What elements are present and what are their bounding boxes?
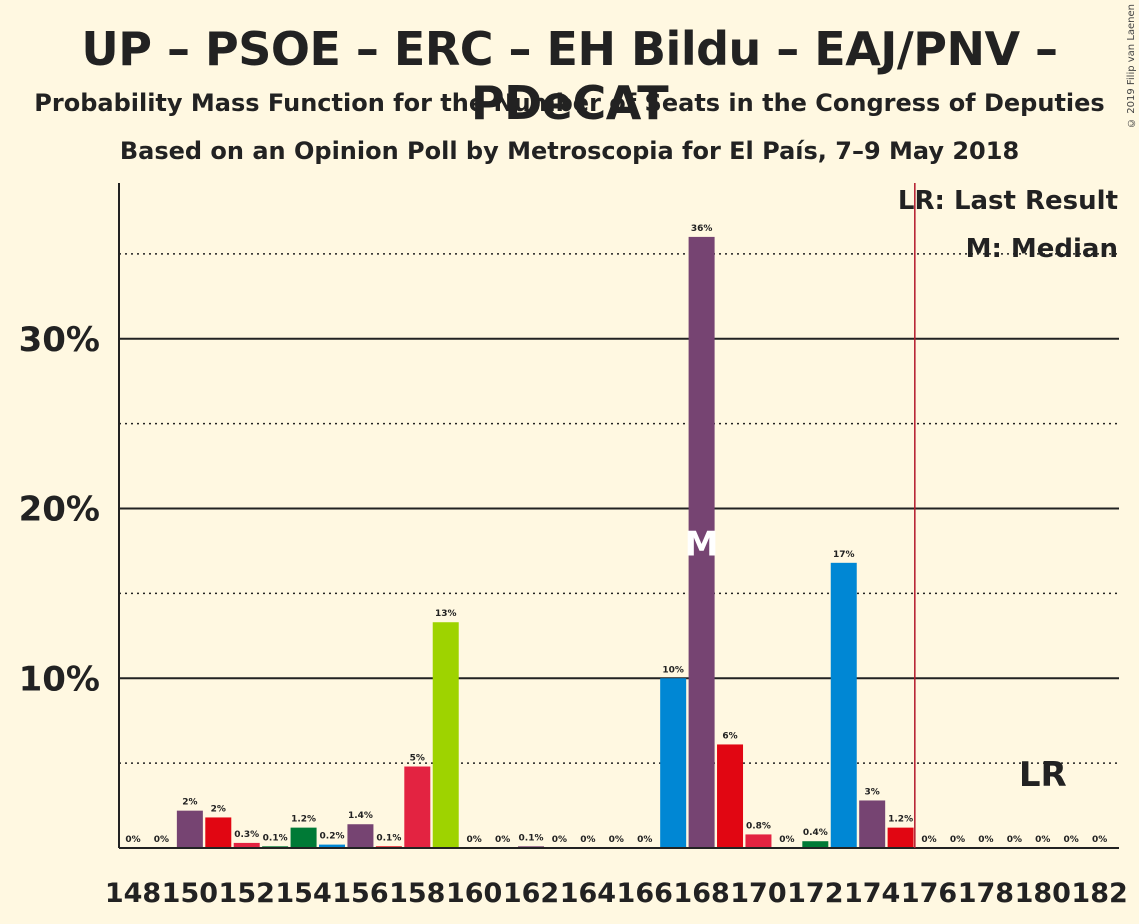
bar-value-label: 2%: [211, 804, 226, 814]
x-tick-label: 164: [560, 878, 616, 909]
bar-series: 0% 0%2%2%0.3% 0.1%1.2%0.2%1.4%0.1%5%13%0% 0…: [125, 224, 1107, 848]
bar-value-label: 3%: [865, 787, 880, 797]
y-tick-label: 20%: [19, 490, 100, 530]
chart-subtitle: Probability Mass Function for the Number…: [34, 89, 1105, 117]
y-axis-labels: 10% 20% 30%: [19, 320, 100, 700]
x-tick-label: 162: [503, 878, 559, 909]
bar-value-label: 0%: [978, 835, 993, 845]
bar-value-label: 1.4%: [348, 811, 373, 821]
chart-title: UP – PSOE – ERC – EH Bildu – EAJ/PNV – P…: [81, 22, 1058, 130]
x-tick-label: 182: [1071, 878, 1127, 909]
median-marker: M: [685, 524, 719, 564]
bar-value-label: 0%: [580, 835, 595, 845]
bar-value-label: 0.1%: [519, 833, 544, 843]
bar-value-label: 1.2%: [888, 815, 913, 825]
bar-value-label: 0.3%: [234, 830, 259, 840]
bar: [233, 842, 260, 848]
bar-value-label: 0%: [779, 835, 794, 845]
bar-value-label: 10%: [662, 665, 684, 675]
bar: [205, 817, 232, 848]
bar: [745, 834, 772, 848]
y-tick-label: 30%: [19, 320, 100, 360]
x-tick-label: 160: [446, 878, 502, 909]
bar: [290, 827, 317, 848]
bar: [830, 562, 857, 848]
bar-value-label: 0.8%: [746, 821, 771, 831]
bar: [660, 678, 687, 848]
grid-lines: [119, 253, 1119, 764]
chart-source-line: Based on an Opinion Poll by Metroscopia …: [119, 137, 1020, 165]
bar-value-label: 0.1%: [263, 833, 288, 843]
bar: [404, 766, 431, 848]
bar-value-label: 0%: [1092, 835, 1107, 845]
bar-value-label: 1.2%: [291, 815, 316, 825]
bar-value-label: 0%: [125, 835, 140, 845]
bar-value-label: 0%: [1064, 835, 1079, 845]
x-tick-label: 156: [332, 878, 388, 909]
x-tick-label: 154: [275, 878, 331, 909]
bar-value-label: 2%: [182, 798, 197, 808]
bar: [688, 236, 715, 848]
bar: [887, 827, 914, 848]
x-tick-label: 166: [617, 878, 673, 909]
legend-last-result: LR: Last Result: [898, 186, 1118, 216]
bar-value-label: 0%: [1035, 835, 1050, 845]
x-tick-label: 180: [1015, 878, 1071, 909]
bar-value-label: 0%: [950, 835, 965, 845]
bar: [347, 824, 374, 848]
bar: [176, 810, 203, 848]
x-tick-label: 148: [105, 878, 161, 909]
bar: [717, 744, 744, 848]
bar-value-label: 0%: [495, 835, 510, 845]
x-tick-label: 174: [844, 878, 900, 909]
bar-value-label: 36%: [691, 224, 713, 234]
x-tick-label: 172: [787, 878, 843, 909]
bar-value-label: 0%: [637, 835, 652, 845]
x-tick-label: 176: [901, 878, 957, 909]
bar-value-label: 6%: [722, 731, 737, 741]
bar-value-label: 0%: [609, 835, 624, 845]
x-axis-labels: 148 150 152 154 156 158 160 162 164 166 168 170 172 1…: [105, 878, 1128, 909]
bar-value-label: 0%: [1007, 835, 1022, 845]
bar-value-label: 13%: [435, 609, 457, 619]
bar-value-label: 0%: [552, 835, 567, 845]
last-result-marker: LR: [1019, 755, 1067, 795]
x-tick-label: 170: [730, 878, 786, 909]
bar: [432, 622, 459, 848]
bar-value-label: 0%: [467, 835, 482, 845]
bar: [319, 844, 346, 848]
bar-value-label: 0%: [921, 835, 936, 845]
x-tick-label: 158: [389, 878, 445, 909]
bar-value-label: 0.2%: [320, 832, 345, 842]
bar-value-label: 5%: [410, 754, 425, 764]
bar-value-label: 0%: [154, 835, 169, 845]
x-tick-label: 178: [958, 878, 1014, 909]
legend-median: M: Median: [966, 234, 1118, 264]
bar: [859, 800, 886, 848]
bar: [802, 841, 829, 848]
x-tick-label: 150: [162, 878, 218, 909]
bar-value-label: 0.4%: [803, 828, 828, 838]
y-tick-label: 10%: [19, 659, 100, 699]
x-tick-label: 168: [673, 878, 729, 909]
bar-value-label: 0.1%: [376, 833, 401, 843]
bar-value-label: 17%: [833, 550, 855, 560]
x-tick-label: 152: [219, 878, 275, 909]
